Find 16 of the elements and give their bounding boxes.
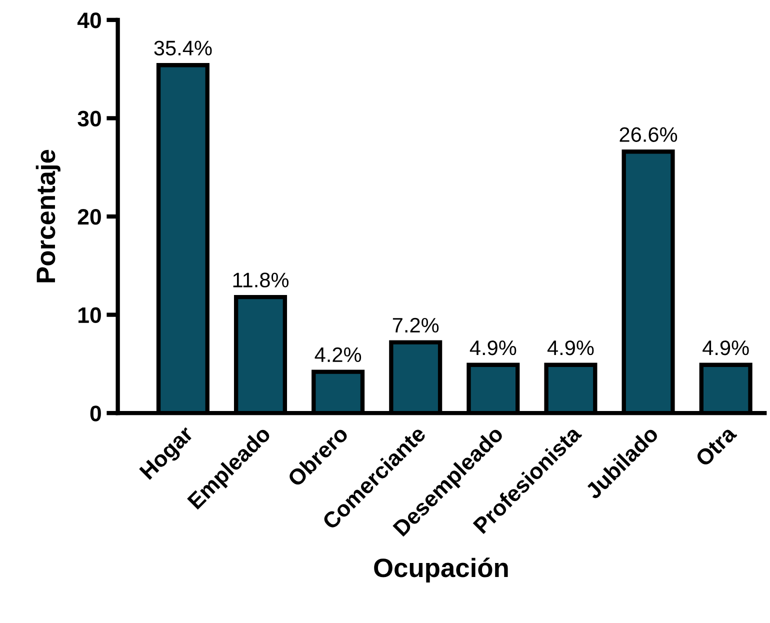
y-tick-label: 20 xyxy=(78,209,101,225)
data-label: 7.2% xyxy=(392,318,439,333)
data-label: 11.8% xyxy=(233,272,289,288)
y-axis-title: Porcentaje xyxy=(36,150,60,282)
data-label: 4.2% xyxy=(314,347,362,362)
data-label: 4.9% xyxy=(470,340,516,356)
data-label: 4.9% xyxy=(547,340,594,356)
x-axis-title: Ocupación xyxy=(374,558,508,582)
data-label: 26.6% xyxy=(620,127,678,142)
y-tick-label: 10 xyxy=(78,307,101,324)
y-tick-label: 40 xyxy=(77,12,101,28)
x-tick-label: Otra xyxy=(694,424,738,468)
data-label: 4.9% xyxy=(702,340,749,356)
data-label: 35.4% xyxy=(154,40,212,56)
y-tick-label: 0 xyxy=(90,406,101,422)
y-tick-label: 30 xyxy=(78,110,101,127)
